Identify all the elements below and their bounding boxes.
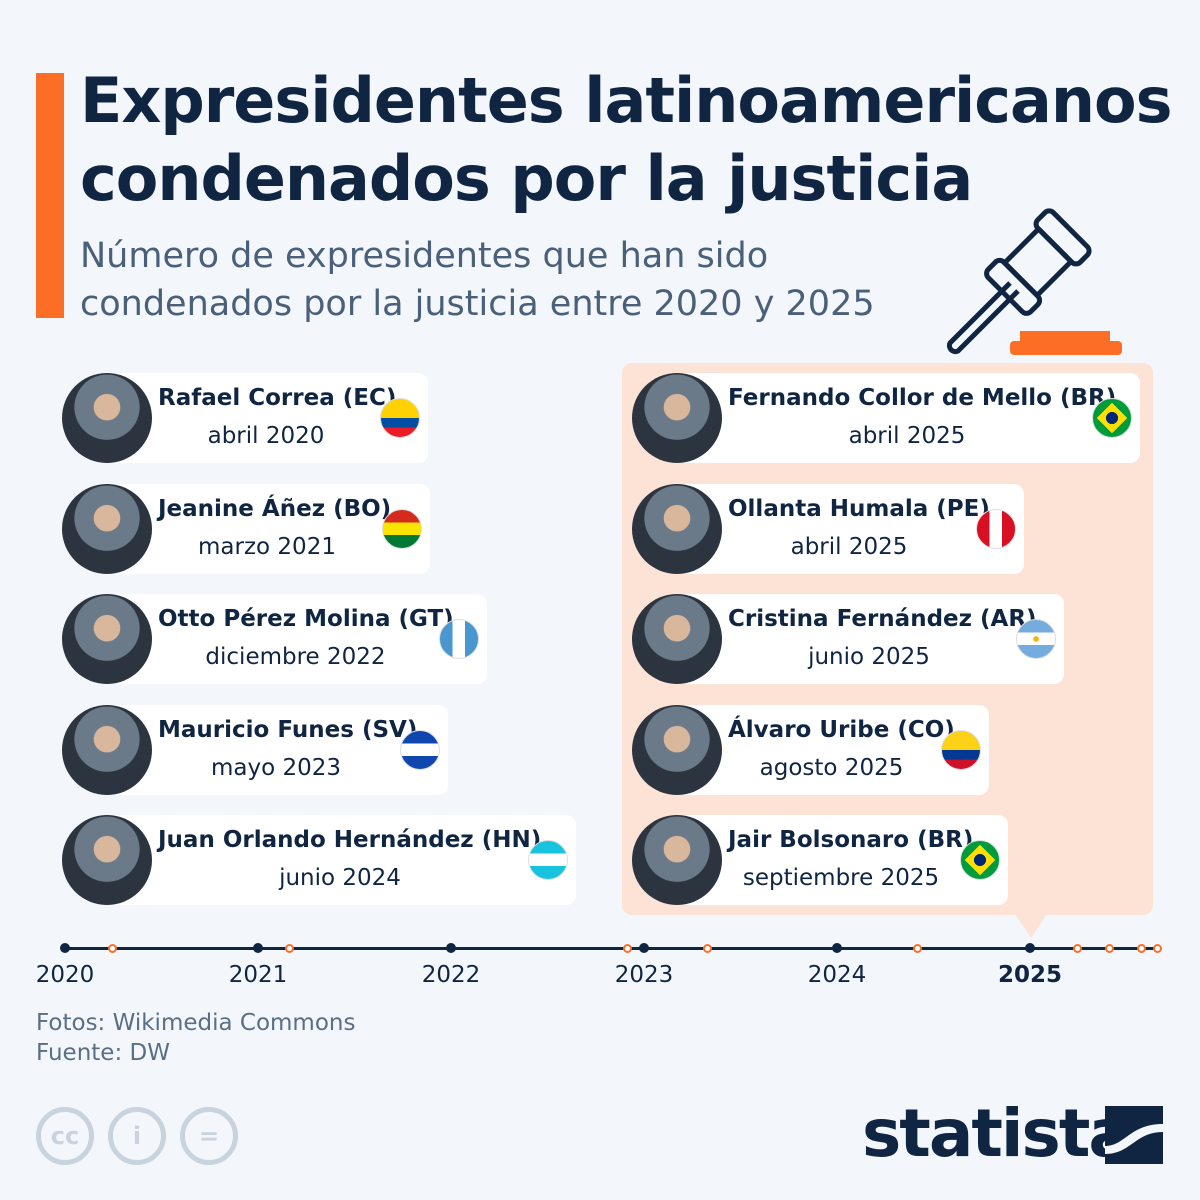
president-photo <box>632 484 722 574</box>
president-card <box>107 484 430 574</box>
conviction-date: marzo 2021 <box>198 534 336 560</box>
subtitle-line: Número de expresidentes que han sido <box>80 236 769 276</box>
subtitle-line: condenados por la justicia entre 2020 y … <box>80 284 875 324</box>
flag-hn-icon <box>528 840 568 880</box>
year-label: 2024 <box>807 962 867 988</box>
president-name: Cristina Fernández (AR) <box>728 606 1037 632</box>
conviction-date: abril 2025 <box>848 423 966 449</box>
president-name: Otto Pérez Molina (GT) <box>158 606 454 632</box>
no-derivatives-icon[interactable]: = <box>180 1107 238 1165</box>
president-name: Álvaro Uribe (CO) <box>728 717 955 743</box>
flag-ar-icon <box>1016 619 1056 659</box>
president-card <box>107 594 487 684</box>
president-card <box>677 373 1140 463</box>
flag-bo-icon <box>382 509 422 549</box>
gavel-icon <box>946 208 1122 355</box>
flag-br-icon <box>1092 398 1132 438</box>
photo-source: Fotos: Wikimedia Commons <box>36 1010 356 1036</box>
president-photo <box>632 705 722 795</box>
conviction-marker <box>1105 944 1114 953</box>
year-marker <box>60 943 70 953</box>
statista-logo-icon <box>1105 1106 1163 1164</box>
year-label: 2023 <box>614 962 674 988</box>
president-photo <box>62 705 152 795</box>
year-marker <box>1025 943 1035 953</box>
conviction-date: diciembre 2022 <box>205 644 386 670</box>
president-card <box>107 705 448 795</box>
flag-gt-icon <box>439 619 479 659</box>
president-photo <box>632 594 722 684</box>
conviction-date: abril 2020 <box>207 423 325 449</box>
panel-pointer <box>1015 914 1047 938</box>
conviction-date: agosto 2025 <box>759 755 904 781</box>
conviction-date: abril 2025 <box>790 534 908 560</box>
conviction-marker <box>285 944 294 953</box>
conviction-marker <box>1137 944 1146 953</box>
president-card <box>107 373 428 463</box>
president-card <box>677 594 1064 684</box>
accent-bar <box>36 73 64 318</box>
president-card <box>677 705 989 795</box>
flag-co-icon <box>941 730 981 770</box>
president-name: Rafael Correa (EC) <box>158 385 397 411</box>
flag-br-icon <box>960 840 1000 880</box>
year-marker <box>253 943 263 953</box>
conviction-marker <box>1073 944 1082 953</box>
conviction-date: septiembre 2025 <box>742 865 940 891</box>
president-photo <box>62 484 152 574</box>
flag-sv-icon <box>400 730 440 770</box>
attribution-icon[interactable]: i <box>108 1107 166 1165</box>
conviction-date: mayo 2023 <box>210 755 342 781</box>
year-label: 2020 <box>35 962 95 988</box>
flag-ec-icon <box>380 398 420 438</box>
flag-pe-icon <box>976 509 1016 549</box>
president-name: Mauricio Funes (SV) <box>158 717 418 743</box>
president-photo <box>62 594 152 684</box>
president-name: Jeanine Áñez (BO) <box>158 496 392 522</box>
year-marker <box>832 943 842 953</box>
data-source: Fuente: DW <box>36 1040 170 1066</box>
president-photo <box>62 815 152 905</box>
timeline-axis <box>64 947 1160 950</box>
conviction-marker <box>623 944 632 953</box>
year-marker <box>639 943 649 953</box>
year-marker <box>446 943 456 953</box>
conviction-marker <box>108 944 117 953</box>
conviction-marker <box>703 944 712 953</box>
year-label: 2021 <box>228 962 288 988</box>
conviction-date: junio 2024 <box>279 865 401 891</box>
subtitle: Número de expresidentes que han sido cond… <box>80 232 875 328</box>
cc-license-icon[interactable]: cc <box>36 1107 94 1165</box>
president-photo <box>632 815 722 905</box>
president-card <box>107 815 576 905</box>
year-label: 2022 <box>421 962 481 988</box>
president-photo <box>62 373 152 463</box>
president-photo <box>632 373 722 463</box>
conviction-marker <box>1153 944 1162 953</box>
president-card <box>677 815 1008 905</box>
president-name: Jair Bolsonaro (BR) <box>728 827 974 853</box>
president-name: Ollanta Humala (PE) <box>728 496 990 522</box>
conviction-marker <box>913 944 922 953</box>
conviction-date: junio 2025 <box>808 644 930 670</box>
page-title: Expresidentes latinoamericanos condenado… <box>80 64 1173 215</box>
president-card <box>677 484 1024 574</box>
year-label: 2025 <box>997 962 1062 988</box>
statista-logo[interactable]: statista <box>862 1095 1133 1172</box>
president-name: Fernando Collor de Mello (BR) <box>728 385 1117 411</box>
president-name: Juan Orlando Hernández (HN) <box>158 827 542 853</box>
